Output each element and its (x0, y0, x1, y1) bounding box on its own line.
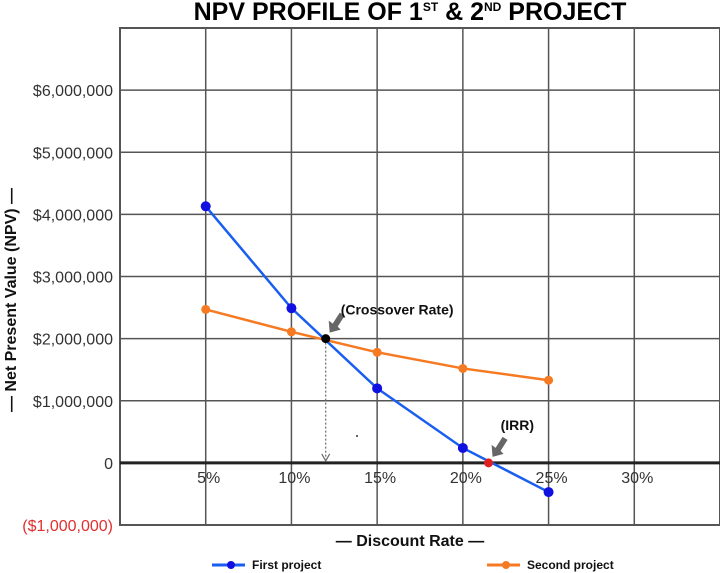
crossover-point (321, 334, 331, 344)
data-point (543, 487, 554, 498)
data-point (201, 304, 211, 314)
y-tick-labels: ($1,000,000) 0 $1,000,000 $2,000,000 $3,000,… (22, 83, 113, 535)
legend-label: First project (252, 558, 321, 572)
pointer-arrow-icon (328, 312, 345, 333)
y-tick-label: $4,000,000 (33, 207, 113, 224)
stray-dot (356, 435, 358, 437)
data-point (372, 383, 383, 394)
data-point (458, 363, 468, 373)
y-tick-label: $2,000,000 (33, 332, 113, 349)
legend-marker (502, 561, 510, 569)
annotations: (Crossover Rate) (IRR) (321, 302, 534, 468)
y-axis-label: — Net Present Value (NPV) — (3, 188, 20, 412)
y-tick-label: $6,000,000 (33, 83, 113, 100)
pointer-arrow-icon (491, 436, 508, 457)
x-tick-label: 25% (536, 470, 568, 487)
x-tick-label: 15% (364, 470, 396, 487)
series-group (200, 201, 554, 498)
legend-label: Second project (527, 558, 614, 572)
data-point (286, 327, 296, 337)
y-tick-label: 0 (104, 456, 113, 473)
data-point (457, 442, 468, 453)
y-tick-label: $1,000,000 (33, 394, 113, 411)
x-tick-label: 5% (197, 470, 220, 487)
legend: First project Second project (212, 558, 614, 572)
arrowhead-icon (321, 453, 331, 463)
irr-label: (IRR) (501, 417, 534, 433)
data-point (200, 201, 211, 212)
x-tick-label: 10% (278, 470, 310, 487)
y-tick-label: $3,000,000 (33, 270, 113, 287)
data-point (544, 375, 554, 385)
data-point (286, 303, 297, 314)
legend-marker (227, 561, 235, 569)
irr-point (484, 458, 494, 468)
x-tick-label: 20% (450, 470, 482, 487)
data-point (372, 347, 382, 357)
grid (119, 27, 720, 526)
chart-title: NPV PROFILE OF 1ST & 2ND PROJECT (194, 0, 627, 26)
x-axis-label: — Discount Rate — (336, 533, 484, 550)
crossover-label: (Crossover Rate) (341, 302, 454, 318)
x-tick-label: 30% (621, 470, 653, 487)
x-tick-labels: 5% 10% 15% 20% 25% 30% (197, 470, 653, 487)
y-tick-label: ($1,000,000) (22, 518, 113, 535)
y-tick-label: $5,000,000 (33, 145, 113, 162)
